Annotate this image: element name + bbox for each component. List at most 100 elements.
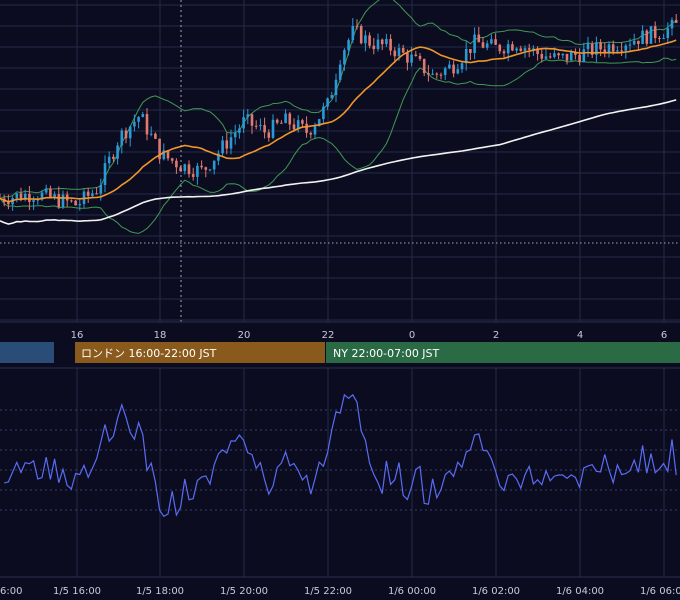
candle-body xyxy=(133,121,136,127)
candle-body xyxy=(515,48,518,51)
candles xyxy=(0,13,678,211)
candle-body xyxy=(481,42,485,48)
candle-body xyxy=(313,126,317,135)
candle-body xyxy=(485,43,489,48)
candle-body xyxy=(95,193,98,195)
candle-body xyxy=(280,122,283,124)
candle-body xyxy=(595,42,598,55)
bollinger-lower xyxy=(0,57,677,234)
candle-body xyxy=(212,160,216,170)
candle-body xyxy=(519,48,523,51)
candle-body xyxy=(406,52,409,63)
candle-body xyxy=(78,204,82,206)
candle-body xyxy=(393,50,397,57)
candle-body xyxy=(292,124,296,130)
bollinger-bands xyxy=(0,0,677,234)
candle-body xyxy=(645,30,649,44)
top-tick-label: 18 xyxy=(154,330,167,341)
candle-body xyxy=(448,64,451,69)
candle-body xyxy=(653,26,657,39)
candle-body xyxy=(259,125,262,127)
top-tick-label: 16 xyxy=(71,330,84,341)
oscillator-grid xyxy=(0,368,680,577)
top-tick-label: 4 xyxy=(577,330,583,341)
candle-body xyxy=(670,19,674,29)
session-tokyo[interactable] xyxy=(0,342,54,363)
session-ny-label: NY 22:00-07:00 JST xyxy=(333,347,440,360)
candle-body xyxy=(317,119,321,127)
candle-body xyxy=(246,114,250,118)
candle-body xyxy=(338,64,342,80)
moving-averages xyxy=(0,39,677,225)
candle-body xyxy=(40,192,44,200)
candle-body xyxy=(553,53,556,57)
top-axis-ticks: 16 18 20 22 0 2 4 6 xyxy=(71,330,668,341)
candle-body xyxy=(149,133,153,135)
bottom-tick-label: 6:00 xyxy=(0,586,22,597)
candle-body xyxy=(154,133,157,139)
candle-body xyxy=(586,43,590,50)
candle-body xyxy=(196,165,199,177)
bottom-tick-label: 1/5 18:00 xyxy=(136,586,184,597)
candle-body xyxy=(565,53,569,61)
long-moving-average xyxy=(0,99,677,225)
candle-body xyxy=(112,156,115,159)
candle-body xyxy=(170,158,174,161)
candle-body xyxy=(116,145,119,159)
candle-body xyxy=(464,48,468,64)
candle-body xyxy=(628,44,632,46)
candle-body xyxy=(301,120,304,124)
candle-body xyxy=(44,188,48,193)
candle-body xyxy=(229,137,233,149)
candle-body xyxy=(242,117,245,129)
candle-body xyxy=(611,44,615,52)
candle-body xyxy=(477,34,481,43)
session-london[interactable] xyxy=(75,342,325,363)
candle-body xyxy=(410,54,413,63)
candle-body xyxy=(254,125,258,127)
candle-body xyxy=(305,123,308,133)
bottom-tick-label: 1/5 16:00 xyxy=(53,586,101,597)
candle-body xyxy=(527,48,531,50)
bottom-tick-label: 1/5 20:00 xyxy=(220,586,268,597)
short-moving-average xyxy=(0,39,677,203)
candle-body xyxy=(166,150,170,159)
candle-body xyxy=(296,120,300,130)
candle-body xyxy=(578,54,581,62)
candle-body xyxy=(355,26,359,28)
candle-body xyxy=(15,193,19,199)
candle-body xyxy=(128,126,132,139)
candle-body xyxy=(490,39,493,44)
candle-body xyxy=(334,79,338,96)
candle-body xyxy=(124,130,128,139)
session-ny[interactable] xyxy=(326,342,680,363)
candle-body xyxy=(376,39,380,50)
bottom-tick-label: 1/6 00:00 xyxy=(388,586,436,597)
candle-body xyxy=(364,35,367,44)
candle-body xyxy=(460,63,464,70)
candle-body xyxy=(380,39,384,45)
top-tick-label: 22 xyxy=(322,330,335,341)
candle-body xyxy=(233,132,237,138)
candle-body xyxy=(200,165,203,168)
candle-body xyxy=(649,26,653,44)
candle-body xyxy=(641,30,644,45)
bottom-axis-ticks: 6:00 1/5 16:00 1/5 18:00 1/5 20:00 1/5 22:00… xyxy=(0,586,680,597)
candle-body xyxy=(502,51,506,54)
candle-body xyxy=(137,117,140,122)
candle-body xyxy=(53,194,56,197)
candle-body xyxy=(498,44,502,52)
top-tick-label: 20 xyxy=(238,330,251,341)
candle-body xyxy=(418,55,422,59)
candle-body xyxy=(658,38,661,40)
price-panel: 16 18 20 22 0 2 4 6 xyxy=(0,0,680,341)
candle-body xyxy=(99,185,103,194)
candle-body xyxy=(28,193,31,202)
candle-body xyxy=(250,114,254,126)
candle-body xyxy=(284,113,287,124)
candle-body xyxy=(70,200,73,202)
candle-body xyxy=(158,138,161,160)
oscillator-panel: 6:00 1/5 16:00 1/5 18:00 1/5 20:00 1/5 22:00… xyxy=(0,367,680,597)
bottom-tick-label: 1/6 02:00 xyxy=(472,586,520,597)
top-tick-label: 0 xyxy=(409,330,415,341)
